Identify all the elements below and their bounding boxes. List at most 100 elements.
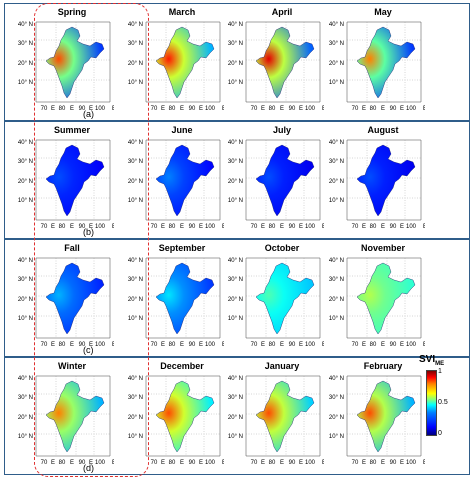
- lon-tick-label: 80: [269, 224, 276, 230]
- lon-unit-label: E: [362, 106, 366, 112]
- lat-tick-label: 40° N: [329, 376, 344, 382]
- map-title: November: [360, 243, 405, 253]
- axes-box: [145, 257, 221, 339]
- lon-unit-label: E: [322, 342, 324, 348]
- lon-unit-label: E: [400, 460, 404, 466]
- lat-tick-label: 10° N: [228, 434, 243, 440]
- india-map: [356, 380, 416, 453]
- lon-tick-label: 70: [41, 224, 48, 230]
- lat-tick-label: 10° N: [329, 434, 344, 440]
- lon-tick-label: 100: [95, 224, 106, 230]
- lon-tick-label: 100: [205, 460, 216, 466]
- lon-unit-label: E: [423, 460, 425, 466]
- india-map: [155, 144, 215, 217]
- lon-unit-label: E: [180, 460, 184, 466]
- lon-unit-label: E: [400, 342, 404, 348]
- lon-unit-label: E: [161, 106, 165, 112]
- lat-tick-label: 40° N: [228, 258, 243, 264]
- lon-tick-label: 90: [79, 106, 86, 112]
- lon-tick-label: 100: [205, 224, 216, 230]
- map-plot: 40° N30° N20° N10° N708090100EEEE: [329, 375, 425, 466]
- map-plot: 40° N30° N20° N10° N708090100EEEE: [18, 139, 114, 230]
- lon-unit-label: E: [362, 460, 366, 466]
- lon-tick-label: 70: [151, 224, 158, 230]
- map-title: Fall: [64, 243, 80, 253]
- india-map: [45, 144, 105, 217]
- lon-tick-label: 90: [79, 224, 86, 230]
- map-title: October: [264, 243, 300, 253]
- map-title: Spring: [57, 7, 87, 17]
- lon-tick-label: 80: [370, 224, 377, 230]
- lat-tick-label: 20° N: [128, 415, 143, 421]
- lon-tick-label: 100: [305, 342, 316, 348]
- lon-unit-label: E: [51, 342, 55, 348]
- lon-unit-label: E: [222, 460, 224, 466]
- lat-tick-label: 10° N: [18, 80, 33, 86]
- lon-unit-label: E: [362, 342, 366, 348]
- lon-unit-label: E: [161, 224, 165, 230]
- lon-unit-label: E: [112, 460, 114, 466]
- lon-tick-label: 90: [289, 106, 296, 112]
- lon-tick-label: 80: [169, 342, 176, 348]
- axes-box: [145, 21, 221, 103]
- india-map: [356, 262, 416, 335]
- lon-unit-label: E: [89, 224, 93, 230]
- lat-tick-label: 40° N: [18, 140, 33, 146]
- lon-tick-label: 70: [251, 342, 258, 348]
- panel-label: (b): [83, 227, 94, 237]
- lon-tick-label: 70: [352, 342, 359, 348]
- lon-tick-label: 100: [95, 106, 106, 112]
- map-title: April: [271, 7, 293, 17]
- lat-tick-label: 10° N: [18, 198, 33, 204]
- lon-tick-label: 100: [95, 342, 106, 348]
- lon-unit-label: E: [89, 342, 93, 348]
- lon-tick-label: 100: [205, 342, 216, 348]
- lon-unit-label: E: [299, 460, 303, 466]
- lon-unit-label: E: [400, 224, 404, 230]
- india-map: [155, 380, 215, 453]
- axes-box: [245, 139, 321, 221]
- lat-tick-label: 30° N: [18, 159, 33, 165]
- lon-unit-label: E: [280, 342, 284, 348]
- lon-unit-label: E: [180, 106, 184, 112]
- map-plot: 40° N30° N20° N10° N708090100EEEE: [18, 21, 114, 112]
- lon-tick-label: 100: [406, 460, 417, 466]
- lat-tick-label: 30° N: [128, 395, 143, 401]
- lon-unit-label: E: [70, 106, 74, 112]
- colorbar-title: SVIME: [419, 354, 445, 367]
- map-title: June: [171, 125, 193, 135]
- panel-label: (d): [83, 463, 94, 473]
- lon-unit-label: E: [199, 224, 203, 230]
- lon-unit-label: E: [89, 106, 93, 112]
- lon-unit-label: E: [222, 342, 224, 348]
- lat-tick-label: 30° N: [128, 159, 143, 165]
- lon-tick-label: 80: [169, 106, 176, 112]
- axes-box: [35, 257, 111, 339]
- lat-tick-label: 40° N: [329, 258, 344, 264]
- axes-box: [145, 375, 221, 457]
- axes-box: [245, 257, 321, 339]
- axes-box: [245, 21, 321, 103]
- lon-tick-label: 80: [59, 106, 66, 112]
- panel-label: (c): [83, 345, 94, 355]
- map-title: March: [168, 7, 196, 17]
- lon-unit-label: E: [322, 460, 324, 466]
- lon-tick-label: 80: [59, 342, 66, 348]
- india-map: [45, 262, 105, 335]
- lon-unit-label: E: [89, 460, 93, 466]
- lon-unit-label: E: [261, 342, 265, 348]
- lon-unit-label: E: [322, 224, 324, 230]
- map-subplot: December 40° N 30° N 20° N 10° N 70 80 90 100 E E E…: [128, 361, 224, 466]
- map-plot: 40° N30° N20° N10° N708090100EEEE: [329, 257, 425, 348]
- lat-tick-label: 30° N: [128, 41, 143, 47]
- lon-tick-label: 80: [269, 460, 276, 466]
- axes-box: [35, 21, 111, 103]
- map-title: July: [272, 125, 291, 135]
- lon-unit-label: E: [381, 460, 385, 466]
- map-title: January: [264, 361, 300, 371]
- lat-tick-label: 30° N: [329, 159, 344, 165]
